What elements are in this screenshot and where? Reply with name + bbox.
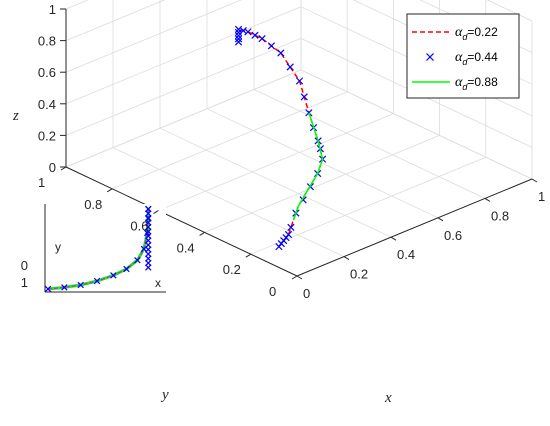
legend-label: αd=0.44 bbox=[455, 50, 498, 67]
y-tick-mark bbox=[153, 210, 159, 215]
gridline-floor-x bbox=[112, 147, 345, 257]
y-axis-line bbox=[65, 166, 298, 277]
gridline-floor-y bbox=[112, 91, 348, 190]
y-tick-label: 0.6 bbox=[130, 219, 148, 234]
series-2 bbox=[292, 112, 324, 221]
series-line bbox=[238, 28, 324, 248]
y-tick-mark bbox=[291, 275, 298, 280]
data-point bbox=[134, 256, 141, 264]
z-tick-label: 0.4 bbox=[38, 97, 56, 112]
gridline-floor-x bbox=[253, 89, 486, 199]
data-point bbox=[305, 109, 313, 117]
data-point bbox=[145, 264, 152, 271]
data-point bbox=[77, 281, 84, 289]
data-point bbox=[234, 25, 243, 34]
gridline-back-z bbox=[65, 38, 302, 136]
gridline-back-z bbox=[65, 0, 242, 73]
data-point bbox=[123, 265, 130, 273]
x-tick-label: 1 bbox=[538, 189, 545, 204]
x-tick-label: 0.2 bbox=[350, 267, 368, 282]
data-point bbox=[234, 35, 243, 43]
x-tick-mark bbox=[296, 275, 303, 280]
x-tick-label: 0 bbox=[303, 286, 310, 301]
data-point bbox=[234, 38, 243, 46]
data-point bbox=[277, 49, 285, 57]
data-point bbox=[426, 53, 434, 61]
inset-y-label: y bbox=[55, 240, 61, 254]
data-point bbox=[44, 285, 52, 293]
gridline-floor-x bbox=[159, 127, 392, 238]
y-tick-mark bbox=[106, 188, 113, 193]
z-tick-label: 0.6 bbox=[38, 65, 56, 80]
z-axis-label: z bbox=[12, 108, 19, 124]
z-tick-label: 0 bbox=[49, 160, 56, 175]
data-point bbox=[284, 230, 293, 239]
data-point bbox=[110, 272, 117, 279]
gridline-floor-y bbox=[204, 135, 440, 233]
tick-labels: 00.20.40.60.8100.20.40.60.8100.20.40.60.… bbox=[38, 2, 545, 301]
z-tick-label: 1 bbox=[49, 2, 56, 17]
z-tick-label: 0.8 bbox=[38, 34, 56, 49]
data-point bbox=[300, 93, 308, 101]
inset-x-label: x bbox=[155, 276, 161, 290]
x-axis-line bbox=[296, 178, 533, 277]
data-point bbox=[295, 77, 304, 85]
gridline-back-z bbox=[65, 0, 166, 41]
series-group bbox=[234, 25, 327, 251]
x-tick-label: 0.4 bbox=[397, 247, 415, 262]
data-point bbox=[287, 223, 295, 232]
x-tick-mark bbox=[343, 256, 350, 261]
gridline-floor-x bbox=[300, 69, 533, 180]
gridline-floor-y bbox=[158, 113, 394, 211]
y-axis-label: y bbox=[160, 387, 169, 403]
x-tick-label: 0.6 bbox=[444, 228, 462, 243]
y-tick-label: 0.4 bbox=[177, 240, 195, 255]
data-point bbox=[286, 63, 294, 71]
y-tick-label: 0.8 bbox=[84, 197, 102, 212]
legend-box bbox=[406, 13, 520, 99]
inset-plot: x y 0 1 bbox=[21, 204, 166, 293]
x-tick-mark bbox=[390, 236, 397, 241]
gridline-floor-y bbox=[250, 156, 486, 255]
legend-entry-2: αd=0.88 bbox=[412, 75, 498, 92]
gridline-floor-y bbox=[65, 69, 302, 168]
inset-y-tick-label: 1 bbox=[21, 275, 28, 290]
legend-label: αd=0.88 bbox=[455, 75, 498, 92]
z-tick-label: 0.2 bbox=[38, 128, 56, 143]
data-point bbox=[234, 28, 243, 37]
y-tick-mark bbox=[245, 253, 252, 258]
y-tick-label: 1 bbox=[38, 175, 45, 190]
y-tick-label: 0.2 bbox=[223, 262, 241, 277]
legend-entry-1: αd=0.44 bbox=[426, 50, 498, 67]
gridline-floor-x bbox=[206, 108, 439, 219]
data-point bbox=[267, 42, 276, 50]
inset-y-tick-label: 0 bbox=[21, 258, 28, 273]
gridline-side-z bbox=[486, 0, 533, 22]
axes-frame bbox=[65, 9, 533, 277]
x-tick-mark bbox=[484, 197, 491, 202]
x-tick-mark bbox=[437, 217, 444, 222]
legend-entry-0: αd=0.22 bbox=[412, 25, 498, 42]
data-point bbox=[244, 28, 252, 36]
gridline-back-z bbox=[65, 0, 89, 10]
legend-label: αd=0.22 bbox=[455, 25, 498, 42]
legend: αd=0.22 αd=0.44 αd=0.88 bbox=[406, 13, 520, 99]
data-point bbox=[251, 31, 259, 39]
y-tick-mark bbox=[199, 231, 205, 236]
y-tick-label: 0 bbox=[269, 284, 276, 299]
data-point bbox=[234, 32, 243, 40]
x-tick-label: 0.8 bbox=[491, 208, 509, 223]
x-tick-mark bbox=[531, 178, 538, 183]
series-0 bbox=[238, 28, 324, 248]
gridline-back-z bbox=[65, 6, 302, 105]
x-axis-label: x bbox=[384, 390, 392, 406]
data-point bbox=[61, 284, 68, 291]
data-point bbox=[258, 35, 266, 43]
data-point bbox=[93, 277, 101, 285]
series-line bbox=[292, 112, 324, 221]
